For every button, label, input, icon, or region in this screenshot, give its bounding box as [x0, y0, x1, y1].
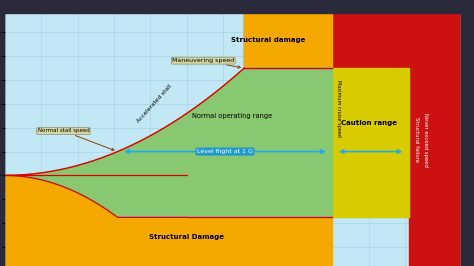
Polygon shape	[5, 68, 332, 217]
Text: Structural failure: Structural failure	[414, 117, 419, 162]
Text: Level flight at 1 G: Level flight at 1 G	[197, 149, 253, 154]
Text: Normal operating range: Normal operating range	[192, 113, 273, 119]
Text: Normal stall speed: Normal stall speed	[37, 128, 114, 151]
Text: Maneuvering speed: Maneuvering speed	[172, 58, 240, 68]
Text: Accelerated stall: Accelerated stall	[136, 84, 173, 124]
Text: Caution range: Caution range	[341, 120, 397, 126]
Text: Structural Damage: Structural Damage	[149, 234, 224, 240]
Text: Never exceed speed: Never exceed speed	[423, 113, 428, 167]
Text: Maximum cruise speed: Maximum cruise speed	[336, 80, 341, 137]
Text: Structural damage: Structural damage	[231, 37, 306, 43]
